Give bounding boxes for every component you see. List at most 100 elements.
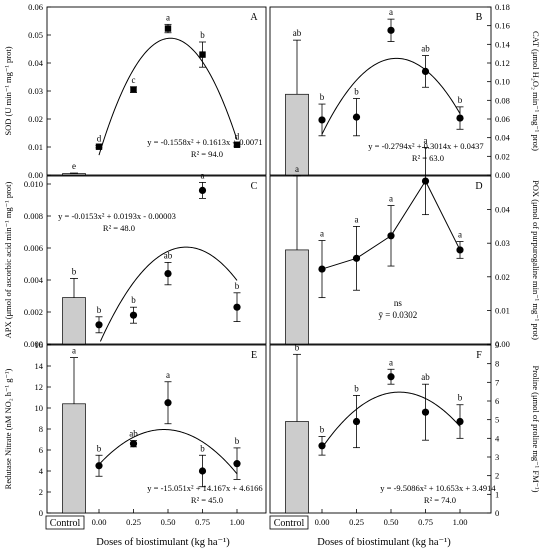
y-tick-label: 0.01 <box>495 305 510 315</box>
panel-frame <box>269 344 492 514</box>
data-point <box>164 270 172 278</box>
significance-letter: a <box>166 12 170 22</box>
x-tick-label: 0.00 <box>315 517 330 527</box>
data-point <box>95 321 103 329</box>
regression-equation: y = -0.1558x² + 0.1613x + 0.0071 <box>147 137 262 147</box>
data-point <box>387 373 395 381</box>
control-bar <box>62 403 86 514</box>
y-tick-label: 0.00 <box>495 339 510 349</box>
data-point <box>352 254 361 262</box>
y-tick-label: 0.04 <box>495 205 511 215</box>
panel-letter: D <box>475 181 482 192</box>
y-tick-label: 6 <box>39 445 43 455</box>
significance-letter: a <box>320 229 324 239</box>
control-bar <box>285 249 309 345</box>
y-tick-label: 0.008 <box>24 211 43 221</box>
x-axis-title-right: Doses of biostimulant (kg ha⁻¹) <box>317 537 451 548</box>
significance-letter: a <box>424 135 428 145</box>
control-letter: a <box>72 346 76 356</box>
data-point <box>318 265 326 273</box>
y-tick-label: 0 <box>39 508 43 518</box>
data-point <box>387 232 395 240</box>
y-tick-label: 4 <box>495 433 500 443</box>
significance-letter: a <box>389 194 393 204</box>
significance-letter: a <box>201 170 205 180</box>
r-squared: R² = 45.0 <box>191 495 223 505</box>
x-tick-label: 1.00 <box>453 517 468 527</box>
data-point <box>130 86 137 93</box>
r-squared: R² = 94.0 <box>191 149 223 159</box>
y-tick-label: 8 <box>39 424 43 434</box>
y-tick-label: 0.04 <box>28 58 44 68</box>
y-tick-label: 0.002 <box>24 307 43 317</box>
significance-letter: b <box>200 30 205 40</box>
panel-letter: B <box>476 12 483 23</box>
significance-letter: ab <box>421 372 430 382</box>
data-point <box>456 114 464 122</box>
significance-letter: ab <box>164 250 173 260</box>
x-tick-label: 0.50 <box>384 517 399 527</box>
y-tick-label: 2 <box>39 487 43 497</box>
data-point <box>198 467 207 475</box>
y-axis-title: POX (μmol of purpurogaline min⁻¹ mg⁻¹ pr… <box>531 180 540 340</box>
data-point <box>421 177 430 185</box>
panel-frame <box>269 6 492 176</box>
data-point <box>318 116 326 124</box>
significance-letter: b <box>200 443 205 453</box>
significance-letter: b <box>458 393 463 403</box>
significance-letter: a <box>355 214 359 224</box>
control-letter: b <box>295 342 300 352</box>
panel-e: E 0 2 4 6 8 10 12 14 16 Redutase Nitrate (nM NO₂ h… <box>3 340 263 527</box>
data-point <box>352 113 361 121</box>
y-tick-label: 4 <box>39 466 44 476</box>
panel-frame <box>269 175 492 345</box>
y-tick-label: 0.03 <box>495 238 510 248</box>
y-axis-title: SOD (U min⁻¹ mg⁻¹ prot) <box>3 46 13 135</box>
significance-letter: b <box>131 295 136 305</box>
data-point <box>129 440 138 448</box>
data-point <box>129 311 138 319</box>
x-tick-label: 1.00 <box>230 517 245 527</box>
control-letter: b <box>72 266 77 276</box>
y-tick-label: 6 <box>495 396 499 406</box>
y-tick-label: 7 <box>495 377 499 387</box>
y-tick-label: 0.000 <box>24 339 43 349</box>
y-tick-label: 0 <box>495 508 499 518</box>
y-tick-label: 9 <box>495 340 499 350</box>
significance-letter: b <box>97 305 102 315</box>
y-tick-label: 0.01 <box>28 142 43 152</box>
data-point <box>421 408 430 416</box>
significance-letter: b <box>320 424 325 434</box>
mean-label: ȳ = 0.0302 <box>378 310 417 320</box>
r-squared: R² = 74.0 <box>424 495 456 505</box>
y-tick-label: 0.00 <box>495 170 510 180</box>
data-point <box>421 67 430 75</box>
panel-b: B 0.00 0.02 0.04 0.06 0.08 0.10 0.12 0.14 0.16 0.1… <box>285 2 540 180</box>
data-point <box>233 141 241 148</box>
y-axis-title: Redutase Nitrate (nM NO₂ h⁻¹ g⁻¹) <box>3 369 13 490</box>
control-label-left: Control <box>50 518 81 529</box>
data-point <box>95 143 103 150</box>
control-label-box <box>45 515 85 530</box>
regression-equation: y = -9.5086x² + 10.653x + 3.4914 <box>380 483 496 493</box>
data-point <box>95 462 103 470</box>
y-tick-label: 0.02 <box>28 114 43 124</box>
y-tick-label: 0.03 <box>28 86 43 96</box>
data-point <box>199 51 206 58</box>
y-axis-title: Proline (μmol of proline mg⁻¹ FM⁻¹) <box>531 366 540 493</box>
y-tick-label: 0.004 <box>24 275 44 285</box>
panel-f: F 0 1 2 3 4 5 6 7 8 9 Proline (μmol of proline mg⁻¹… <box>285 340 540 527</box>
significance-letter: ab <box>421 44 430 54</box>
significance-letter: c <box>132 75 136 85</box>
y-tick-label: 2 <box>495 471 499 481</box>
control-bar <box>62 173 86 176</box>
y-tick-label: 0.10 <box>495 77 510 87</box>
control-label-box <box>269 515 309 530</box>
y-tick-label: 0.010 <box>24 179 43 189</box>
y-tick-label: 16 <box>35 340 44 350</box>
data-point <box>318 442 326 450</box>
significance-letter: ab <box>129 429 138 439</box>
r-squared: R² = 48.0 <box>103 223 135 233</box>
regression-equation: y = -0.0153x² + 0.0193x - 0.00003 <box>58 211 176 221</box>
